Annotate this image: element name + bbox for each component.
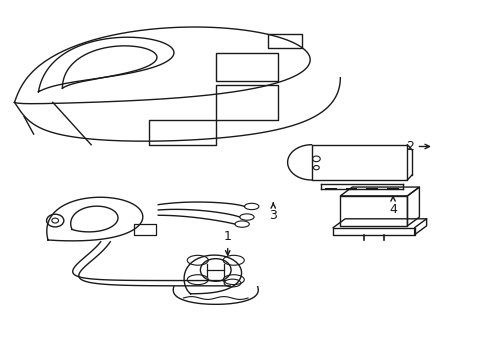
Text: 1: 1: [224, 230, 231, 255]
Text: 2: 2: [405, 140, 428, 153]
Text: 4: 4: [388, 197, 396, 216]
Text: 3: 3: [269, 203, 277, 222]
